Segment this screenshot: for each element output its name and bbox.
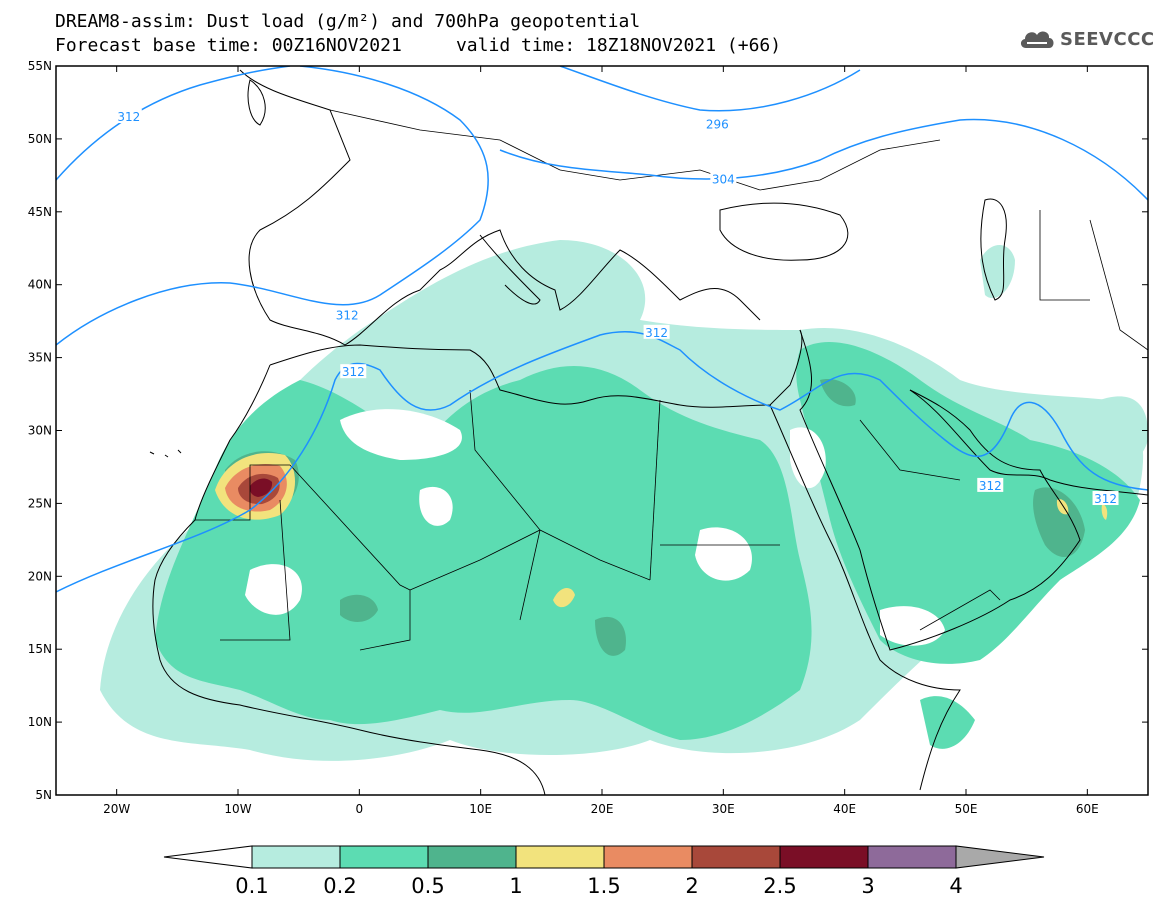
- colorbar-swatch: [779, 845, 869, 869]
- contour-label: 312: [645, 326, 668, 340]
- contour-labels: 312 296 304 312 312 312 312 312: [115, 109, 1119, 506]
- lat-tick-label: 5N: [35, 788, 52, 802]
- colorbar-label: 0.2: [323, 874, 356, 898]
- borders: [195, 109, 1148, 651]
- colorbar-swatch: [867, 845, 957, 869]
- colorbar-swatch: [691, 845, 781, 869]
- contour-label-bg: [977, 477, 1004, 492]
- colorbar-label: 3: [861, 874, 874, 898]
- cloud-icon: [1020, 31, 1054, 48]
- colorbar-over-triangle: [955, 845, 1045, 869]
- lat-tick-label: 15N: [28, 642, 52, 656]
- lon-tick-label: 20E: [591, 802, 614, 816]
- contour-label-bg: [340, 364, 367, 379]
- colorbar-swatch: [603, 845, 693, 869]
- lon-tick-label: 20W: [103, 802, 130, 816]
- contour-label: 304: [712, 173, 735, 187]
- map-title: DREAM8-assim: Dust load (g/m²) and 700hP…: [55, 11, 641, 32]
- contour-label-bg: [115, 109, 142, 124]
- valid-time: valid time: 18Z18NOV2021 (+66): [455, 35, 782, 56]
- lon-tick-label: 10E: [469, 802, 492, 816]
- contour-label: 312: [117, 110, 140, 124]
- lon-tick-label: 10W: [224, 802, 251, 816]
- lat-tick-label: 45N: [28, 205, 52, 219]
- contour-label-bg: [710, 171, 737, 186]
- contour-label: 312: [336, 308, 359, 322]
- lat-tick-label: 35N: [28, 351, 52, 365]
- map-subtitle: Forecast base time: 00Z16NOV2021 valid t…: [55, 36, 781, 56]
- contour-label-bg: [1092, 491, 1119, 506]
- geopotential-contours: [56, 66, 1148, 593]
- seevccc-logo: SEEVCCC: [1018, 26, 1155, 52]
- lat-tick-label: 25N: [28, 496, 52, 510]
- colorbar-swatch: [515, 845, 605, 869]
- colorbar[interactable]: 0.1 0.2 0.5 1 1.5 2 2.5 3 4: [163, 845, 1045, 898]
- axis-ticks: [56, 65, 1148, 796]
- colorbar-swatch: [339, 845, 429, 869]
- lat-tick-label: 30N: [28, 424, 52, 438]
- colorbar-label: 0.1: [235, 874, 268, 898]
- colorbar-label: 1.5: [587, 874, 620, 898]
- axis-labels: 55N 50N 45N 40N 35N 30N 25N 20N 15N 10N 5N 20W 10W 0 1…: [28, 59, 1099, 816]
- base-time: Forecast base time: 00Z16NOV2021: [55, 35, 402, 56]
- contour-label-bg: [643, 324, 670, 339]
- colorbar-under-triangle: [163, 845, 253, 869]
- colorbar-label: 1: [509, 874, 522, 898]
- lon-tick-label: 60E: [1076, 802, 1099, 816]
- contour-label: 296: [706, 117, 729, 131]
- lon-tick-label: 30E: [712, 802, 735, 816]
- colorbar-swatch: [427, 845, 517, 869]
- colorbar-label: 4: [949, 874, 962, 898]
- contour-label-bg: [334, 307, 361, 322]
- lon-tick-label: 40E: [833, 802, 856, 816]
- lat-tick-label: 20N: [28, 569, 52, 583]
- logo-text: SEEVCCC: [1060, 28, 1155, 50]
- colorbar-label: 2.5: [763, 874, 796, 898]
- coastlines: [149, 69, 1148, 795]
- contour-label: 312: [1094, 492, 1117, 506]
- lat-tick-label: 40N: [28, 278, 52, 292]
- colorbar-label: 2: [685, 874, 698, 898]
- map-area[interactable]: 312 296 304 312 312 312 312 312: [56, 66, 1148, 795]
- colorbar-swatch: [251, 845, 341, 869]
- lat-tick-label: 10N: [28, 715, 52, 729]
- contour-label-bg: [704, 116, 731, 131]
- dust-hotspot: [225, 464, 287, 512]
- dust-gaps: [245, 409, 945, 646]
- dust-shading-0.2: [155, 341, 1140, 749]
- colorbar-label: 0.5: [411, 874, 444, 898]
- lon-tick-label: 50E: [955, 802, 978, 816]
- lon-tick-label: 0: [356, 802, 364, 816]
- contour-label: 312: [342, 365, 365, 379]
- contour-label: 312: [979, 479, 1002, 493]
- lat-tick-label: 50N: [28, 132, 52, 146]
- lat-tick-label: 55N: [28, 59, 52, 73]
